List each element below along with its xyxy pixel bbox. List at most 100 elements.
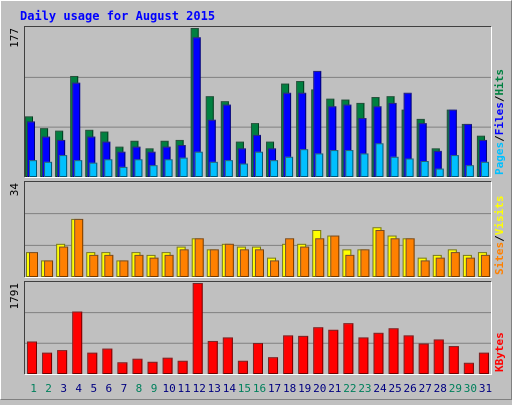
- pages-bar: [239, 163, 248, 177]
- x-tick-label: 5: [90, 382, 97, 395]
- sites-bar: [179, 249, 189, 277]
- kbytes-bar: [162, 357, 173, 374]
- kbytes-bar: [42, 352, 53, 374]
- sites-bar-outline: [89, 254, 99, 278]
- kbytes-bar-outline: [418, 343, 429, 375]
- pages-bar-outline: [74, 160, 83, 178]
- sites-bar-outline: [209, 249, 219, 277]
- files-bar: [222, 104, 231, 177]
- legend-separator: /: [493, 135, 506, 142]
- pages-bar-outline: [480, 161, 489, 177]
- kbytes-bar-outline: [237, 360, 248, 374]
- kbytes-bar: [358, 337, 369, 374]
- kbytes-bar-outline: [373, 332, 384, 374]
- sites-bar-outline: [375, 230, 385, 277]
- sites-bar-outline: [164, 254, 174, 278]
- kbytes-bar: [147, 361, 158, 374]
- files-bar: [72, 82, 81, 177]
- pages-bar-outline: [194, 151, 203, 177]
- x-tick-label: 6: [106, 382, 113, 395]
- pages-bar-outline: [345, 150, 354, 178]
- sites-bar: [345, 254, 355, 277]
- kbytes-frame-dark: [24, 281, 492, 375]
- x-tick-label: 19: [298, 382, 311, 395]
- kbytes-bar-outline: [192, 283, 203, 374]
- pages-files-hits-legend: Pages/Files/Hits: [493, 69, 506, 175]
- files-bar: [328, 106, 337, 177]
- files-bar: [343, 104, 352, 177]
- visits-sites-frame-light: [24, 181, 492, 278]
- sites-bar: [315, 238, 325, 277]
- pages-bar: [149, 165, 158, 177]
- x-tick-label: 28: [434, 382, 447, 395]
- sites-bar: [239, 249, 249, 277]
- pages-bar: [345, 150, 354, 177]
- sites-bar-outline: [420, 260, 430, 278]
- sites-bar: [330, 235, 340, 277]
- kbytes-bar: [268, 357, 279, 374]
- pages-bar-outline: [300, 149, 309, 177]
- legend-item-visits: Visits: [493, 196, 506, 236]
- pages-bar-outline: [360, 153, 369, 178]
- files-bar: [463, 123, 472, 177]
- visits-sites-frame-dark: [24, 181, 492, 278]
- pages-bar: [390, 156, 399, 177]
- pages-bar-outline: [119, 166, 128, 177]
- files-bar: [87, 136, 96, 177]
- x-tick-label: 16: [253, 382, 266, 395]
- pages-bar-outline: [450, 155, 459, 177]
- sites-bar-outline: [480, 254, 490, 278]
- sites-bar: [390, 238, 400, 277]
- x-tick-label: 10: [162, 382, 175, 395]
- kbytes-bar-outline: [268, 357, 279, 374]
- pages-bar-outline: [420, 161, 429, 177]
- kbytes-bar: [388, 328, 399, 374]
- pages-bar-outline: [224, 160, 233, 178]
- kbytes-bar: [192, 283, 203, 374]
- legend-item-sites: Sites: [493, 242, 506, 275]
- files-bar: [418, 123, 427, 177]
- kbytes-bar-outline: [448, 346, 459, 374]
- kbytes-bar-outline: [478, 352, 489, 375]
- sites-bar-outline: [330, 235, 340, 278]
- kbytes-bar: [207, 340, 218, 374]
- x-tick-label: 7: [121, 382, 128, 395]
- kbytes-bar: [117, 362, 128, 374]
- kbytes-bar-outline: [222, 337, 233, 374]
- x-tick-label: 18: [283, 382, 296, 395]
- x-tick-label: 2: [45, 382, 52, 395]
- kbytes-bar-outline: [388, 328, 399, 375]
- kbytes-bar: [478, 352, 489, 374]
- kbytes-bar-outline: [403, 335, 414, 375]
- pages-bar-outline: [375, 143, 384, 177]
- files-bar: [313, 70, 322, 177]
- pages-bar-outline: [209, 161, 218, 177]
- kbytes-bar-outline: [72, 311, 83, 374]
- files-bar: [117, 151, 126, 177]
- sites-bar-outline: [345, 254, 355, 278]
- kbytes-bar: [283, 335, 294, 374]
- kbytes-bar-outline: [343, 323, 354, 375]
- sites-bar: [134, 254, 144, 277]
- sites-bar-outline: [194, 238, 204, 277]
- kbytes-bar-outline: [132, 358, 143, 374]
- x-tick-label: 8: [136, 382, 143, 395]
- pages-files-hits-ymax-label: 177: [8, 28, 21, 48]
- sites-bar: [420, 260, 430, 277]
- pages-bar-outline: [254, 151, 263, 177]
- kbytes-bar: [252, 343, 263, 374]
- files-bar: [448, 109, 457, 177]
- pages-bar: [164, 159, 173, 177]
- kbytes-bar-outline: [328, 329, 339, 375]
- pages-bar: [420, 161, 429, 177]
- kbytes-bar: [177, 360, 188, 374]
- kbytes-bar-outline: [252, 343, 263, 374]
- pages-bar-outline: [435, 168, 444, 178]
- pages-bar: [270, 160, 279, 177]
- kbytes-ymax-label: 1791: [8, 283, 21, 310]
- kbytes-bar: [343, 323, 354, 374]
- kbytes-frame-light: [24, 281, 492, 375]
- sites-bar-outline: [360, 249, 370, 277]
- kbytes-bar-outline: [298, 335, 309, 374]
- sites-bar-outline: [149, 257, 159, 278]
